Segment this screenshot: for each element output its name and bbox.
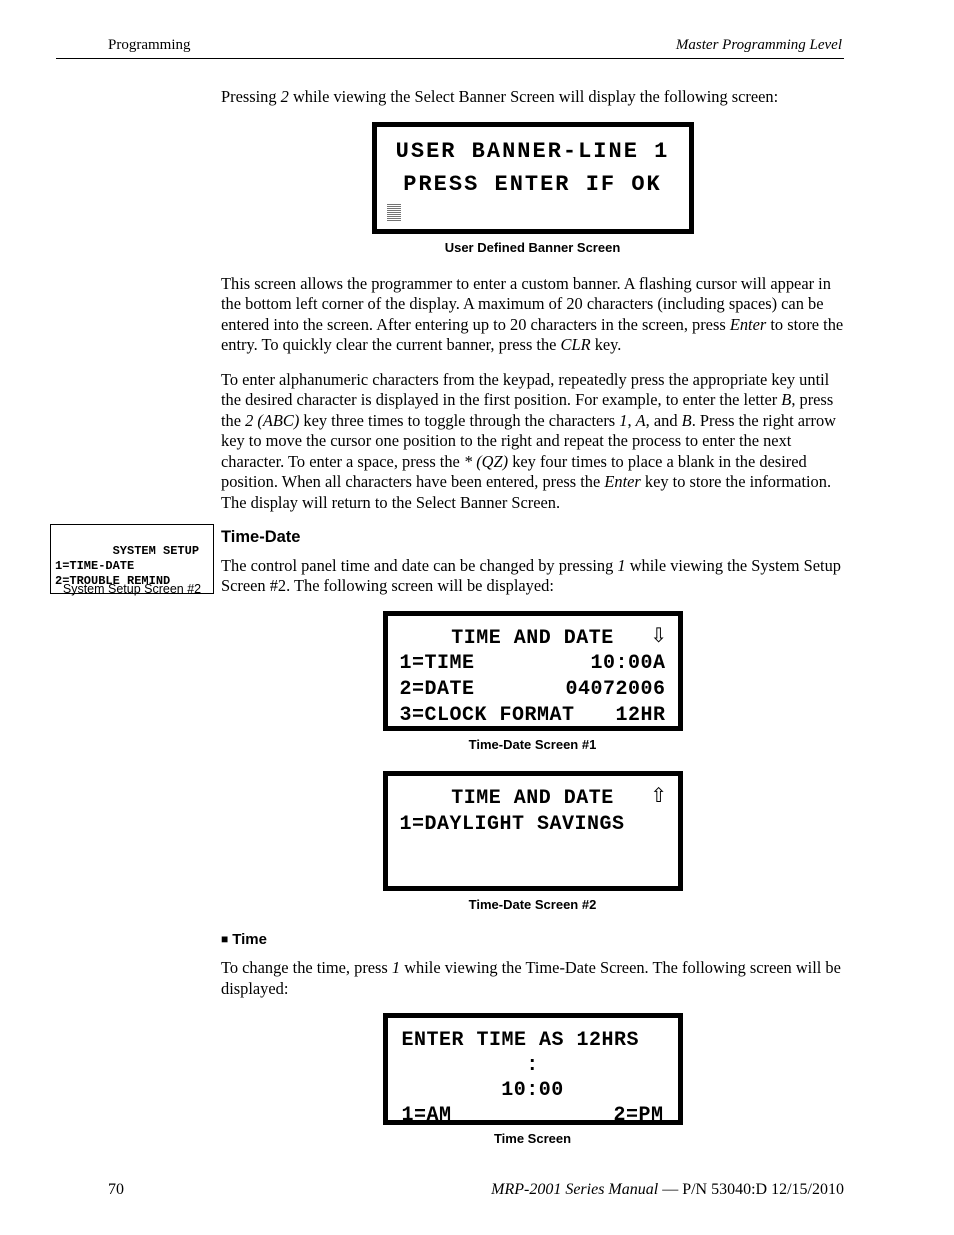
lcd-time-screen: ENTER TIME AS 12HRS : 10:00 1=AM 2=PM (383, 1013, 683, 1125)
sidebox-caption: System Setup Screen #2 (50, 582, 214, 596)
footer-dash: — (658, 1181, 682, 1198)
lcd3-r1: 1=DAYLIGHT SAVINGS (400, 812, 625, 838)
lcd4-caption: Time Screen (221, 1131, 844, 1147)
header-right: Master Programming Level (676, 37, 842, 54)
lcd3-caption: Time-Date Screen #2 (221, 897, 844, 913)
p2and: and (650, 411, 682, 430)
lcd2-r2l: 2=DATE (400, 677, 475, 703)
intro-pre: Pressing (221, 87, 281, 106)
footer-pn: P/N 53040:D 12/15/2010 (682, 1181, 844, 1198)
intro-para: Pressing 2 while viewing the Select Bann… (221, 87, 844, 108)
p2t3: key three times to toggle through the ch… (299, 411, 619, 430)
para2: To enter alphanumeric characters from th… (221, 370, 844, 514)
p2A: A, (636, 411, 650, 430)
header-left: Programming (108, 37, 191, 54)
lcd2-r2r: 04072006 (565, 677, 665, 703)
p2t1: To enter alphanumeric characters from th… (221, 370, 829, 410)
page-number: 70 (108, 1181, 124, 1199)
arrow-up-icon: ⇧ (650, 784, 667, 810)
para3: The control panel time and date can be c… (221, 556, 844, 597)
lcd4-colon: : (526, 1053, 539, 1078)
p2B: B (781, 390, 791, 409)
p2c1: , (627, 411, 635, 430)
subheading-time: ■ Time (221, 931, 844, 950)
lcd1-line2: PRESS ENTER IF OK (403, 168, 661, 201)
arrow-down-icon: ⇩ (650, 624, 667, 650)
para1: This screen allows the programmer to ent… (221, 274, 844, 356)
lcd-user-banner: USER BANNER-LINE 1 PRESS ENTER IF OK (372, 122, 694, 234)
intro-key: 2 (281, 87, 289, 106)
lcd4-am: 1=AM (402, 1103, 452, 1128)
footer-manual: MRP-2001 Series Manual (491, 1181, 658, 1198)
lcd2-r3r: 12HR (615, 703, 665, 729)
p3t1: The control panel time and date can be c… (221, 556, 617, 575)
heading-time-date: Time-Date (221, 527, 844, 548)
sidebox-line1: SYSTEM SETUP (55, 544, 199, 558)
p2B2: B (682, 411, 692, 430)
lcd2-r1r: 10:00A (590, 651, 665, 677)
p2star: * (QZ) (464, 452, 508, 471)
lcd2-r3l: 3=CLOCK FORMAT (400, 703, 575, 729)
page-footer: 70 MRP-2001 Series Manual — P/N 53040:D … (108, 1181, 844, 1199)
p2enter: Enter (604, 472, 640, 491)
p2k2: 2 (ABC) (245, 411, 299, 430)
time-sub-label: Time (232, 931, 267, 948)
lcd-time-date-2: ⇧ TIME AND DATE 1=DAYLIGHT SAVINGS (383, 771, 683, 891)
lcd-time-date-1: ⇩ TIME AND DATE 1=TIME 10:00A 2=DATE 04072… (383, 611, 683, 731)
sidebox-line2: 1=TIME-DATE (55, 559, 134, 573)
lcd2-r1l: 1=TIME (400, 651, 475, 677)
p4t1: To change the time, press (221, 958, 392, 977)
lcd1-cursor (387, 203, 401, 221)
lcd3-title: TIME AND DATE (451, 786, 614, 812)
para4: To change the time, press 1 while viewin… (221, 958, 844, 999)
p3one: 1 (617, 556, 625, 575)
lcd4-pm: 2=PM (613, 1103, 663, 1128)
lcd4-l1: ENTER TIME AS 12HRS (402, 1028, 640, 1053)
lcd4-l3: 10:00 (501, 1078, 564, 1103)
p4one: 1 (392, 958, 400, 977)
lcd1-caption: User Defined Banner Screen (221, 240, 844, 256)
lcd1-line1: USER BANNER-LINE 1 (396, 135, 670, 168)
intro-post: while viewing the Select Banner Screen w… (289, 87, 778, 106)
bullet-icon: ■ (221, 932, 228, 946)
p1enter: Enter (730, 315, 766, 334)
p1clr: CLR (561, 335, 591, 354)
lcd2-title: TIME AND DATE (451, 626, 614, 652)
footer-right: MRP-2001 Series Manual — P/N 53040:D 12/… (491, 1181, 844, 1199)
lcd2-caption: Time-Date Screen #1 (221, 737, 844, 753)
p1t3: key. (591, 335, 622, 354)
